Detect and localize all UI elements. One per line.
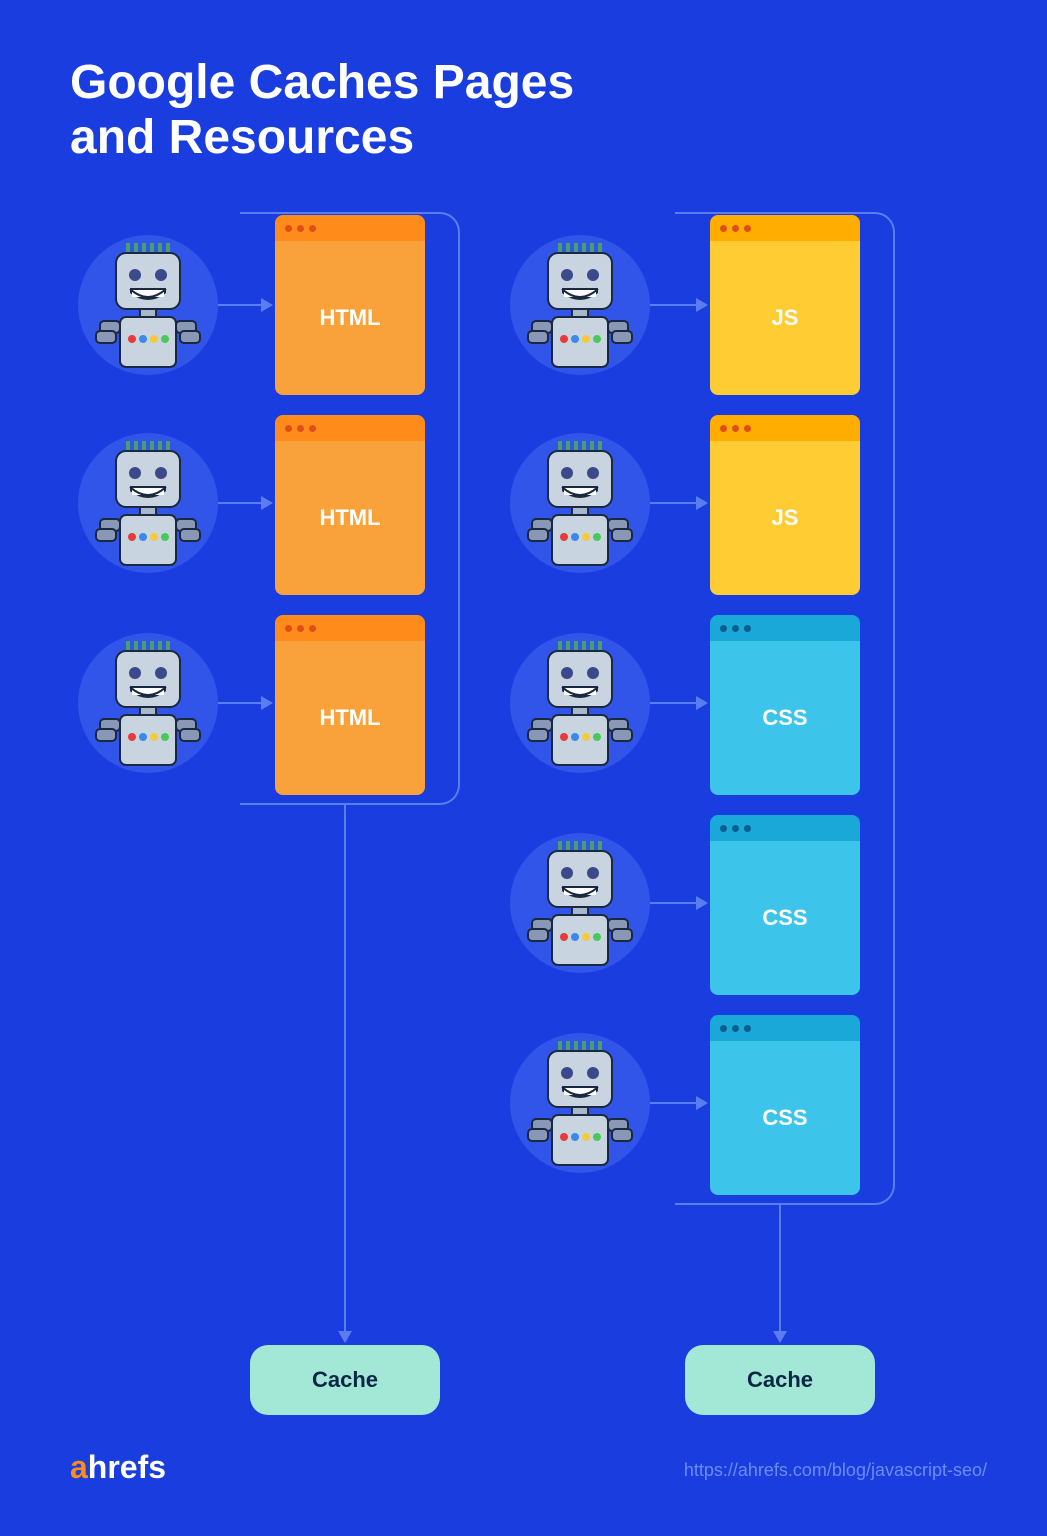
arrow-right-4-head: [696, 1096, 708, 1110]
page-card-right-4: CSS: [710, 1015, 860, 1195]
page-label: HTML: [319, 505, 380, 531]
arrow-right-4: [650, 1102, 696, 1104]
arrow-left-1: [218, 502, 261, 504]
arrow-to-cache-left-head: [338, 1331, 352, 1343]
ahrefs-logo: ahrefs: [70, 1449, 166, 1486]
page-card-right-3: CSS: [710, 815, 860, 995]
page-card-right-0: JS: [710, 215, 860, 395]
robot-right-1: [510, 433, 650, 573]
robot-left-1: [78, 433, 218, 573]
page-label: HTML: [319, 305, 380, 331]
arrow-to-cache-right-head: [773, 1331, 787, 1343]
robot-right-2: [510, 633, 650, 773]
robot-right-4: [510, 1033, 650, 1173]
cache-label: Cache: [747, 1367, 813, 1393]
page-label: JS: [772, 305, 799, 331]
logo-prefix: a: [70, 1449, 88, 1485]
cache-label: Cache: [312, 1367, 378, 1393]
robot-left-2: [78, 633, 218, 773]
page-card-right-2: CSS: [710, 615, 860, 795]
page-card-left-1: HTML: [275, 415, 425, 595]
infographic-title: Google Caches Pagesand Resources: [70, 55, 574, 165]
arrow-left-0: [218, 304, 261, 306]
arrow-right-0-head: [696, 298, 708, 312]
page-label: CSS: [762, 1105, 807, 1131]
cache-box-left: Cache: [250, 1345, 440, 1415]
arrow-left-0-head: [261, 298, 273, 312]
page-label: HTML: [319, 705, 380, 731]
arrow-right-3-head: [696, 896, 708, 910]
page-label: JS: [772, 505, 799, 531]
page-card-right-1: JS: [710, 415, 860, 595]
robot-left-0: [78, 235, 218, 375]
arrow-left-2: [218, 702, 261, 704]
arrow-right-1: [650, 502, 696, 504]
logo-rest: hrefs: [88, 1449, 166, 1485]
arrow-to-cache-left: [344, 805, 346, 1331]
page-label: CSS: [762, 705, 807, 731]
arrow-right-1-head: [696, 496, 708, 510]
arrow-to-cache-right: [779, 1205, 781, 1331]
cache-box-right: Cache: [685, 1345, 875, 1415]
arrow-left-1-head: [261, 496, 273, 510]
arrow-left-2-head: [261, 696, 273, 710]
page-label: CSS: [762, 905, 807, 931]
arrow-right-3: [650, 902, 696, 904]
robot-right-3: [510, 833, 650, 973]
page-card-left-0: HTML: [275, 215, 425, 395]
arrow-right-2: [650, 702, 696, 704]
robot-right-0: [510, 235, 650, 375]
source-url: https://ahrefs.com/blog/javascript-seo/: [684, 1460, 987, 1481]
arrow-right-0: [650, 304, 696, 306]
page-card-left-2: HTML: [275, 615, 425, 795]
arrow-right-2-head: [696, 696, 708, 710]
